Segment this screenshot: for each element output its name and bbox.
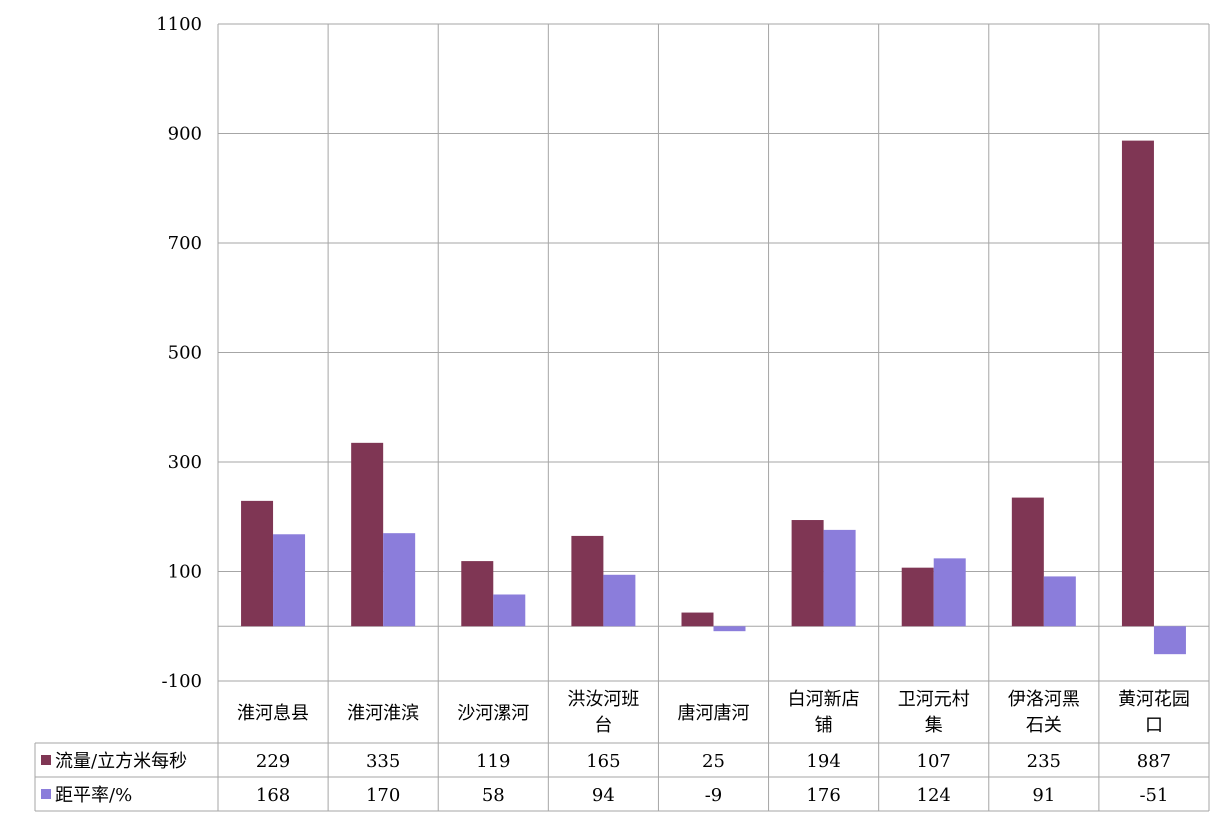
y-tick-label: 500: [168, 343, 202, 364]
table-cell: 124: [917, 785, 951, 806]
y-tick-label: 1100: [156, 14, 202, 35]
bar-anomaly: [1153, 626, 1186, 655]
table-cell: 58: [482, 785, 505, 806]
y-tick-label: -100: [162, 671, 202, 692]
bar-flow: [1121, 140, 1154, 627]
bar-anomaly: [273, 534, 306, 627]
category-label: 洪汝河班台: [567, 689, 639, 736]
bar-flow: [351, 442, 384, 627]
category-label: 淮河息县: [237, 703, 309, 724]
bar-anomaly: [713, 626, 746, 632]
table-cell: 119: [476, 751, 510, 772]
table-cell: 229: [256, 751, 290, 772]
y-tick-label: 300: [168, 452, 202, 473]
category-labels: 淮河息县 淮河淮滨 沙河漯河 洪汝河班台 唐河唐河 白河新店铺卫河元村集伊洛河黑石关黄河花…: [237, 689, 1190, 736]
bar-flow: [791, 520, 824, 627]
table-cell: 165: [586, 751, 620, 772]
legend-label: 距平率/%: [55, 785, 132, 806]
y-tick-label: 700: [168, 233, 202, 254]
bar-flow: [241, 500, 274, 627]
legend-swatch: [41, 789, 51, 799]
table-cell: 335: [366, 751, 400, 772]
bars: [241, 140, 1186, 655]
bar-flow: [681, 612, 714, 627]
table-cell: 91: [1032, 785, 1055, 806]
bar-anomaly: [493, 594, 526, 627]
bar-flow: [461, 561, 494, 627]
table-cell: 170: [366, 785, 400, 806]
y-tick-label: 100: [168, 562, 202, 583]
table-cell: 235: [1027, 751, 1061, 772]
table-cell: 176: [806, 785, 840, 806]
bar-anomaly: [933, 558, 966, 627]
bar-flow: [1011, 497, 1044, 627]
category-label: 沙河漯河: [457, 703, 529, 724]
bar-anomaly: [823, 529, 856, 627]
legend-label: 流量/立方米每秒: [55, 751, 187, 772]
bar-anomaly: [1043, 576, 1076, 627]
bar-anomaly: [603, 574, 636, 627]
bar-flow: [571, 535, 604, 627]
category-label: 白河新店铺: [788, 689, 860, 736]
category-label: 黄河花园口: [1118, 689, 1190, 736]
table-cell: 94: [592, 785, 615, 806]
bar-anomaly: [383, 533, 416, 627]
table-cell: 25: [702, 751, 725, 772]
table-cell: 194: [806, 751, 840, 772]
table-cell: 107: [917, 751, 951, 772]
category-label: 唐河唐河: [678, 703, 750, 724]
bar-flow: [901, 567, 934, 627]
data-table: 流量/立方米每秒 229 335 119 165 25 194 107 235 887 距平率/% 1…: [34, 742, 1209, 812]
y-axis-ticks: 1100 900 700 500 300 100 -100: [156, 14, 202, 692]
table-cell: 887: [1137, 751, 1171, 772]
table-cell: -9: [705, 785, 723, 806]
legend-swatch: [41, 755, 51, 765]
table-cell: -51: [1139, 785, 1168, 806]
y-tick-label: 900: [168, 124, 202, 145]
category-label: 伊洛河黑石关: [1008, 689, 1080, 736]
table-cell: 168: [256, 785, 290, 806]
category-label: 淮河淮滨: [347, 703, 419, 724]
category-label: 卫河元村集: [898, 689, 970, 736]
